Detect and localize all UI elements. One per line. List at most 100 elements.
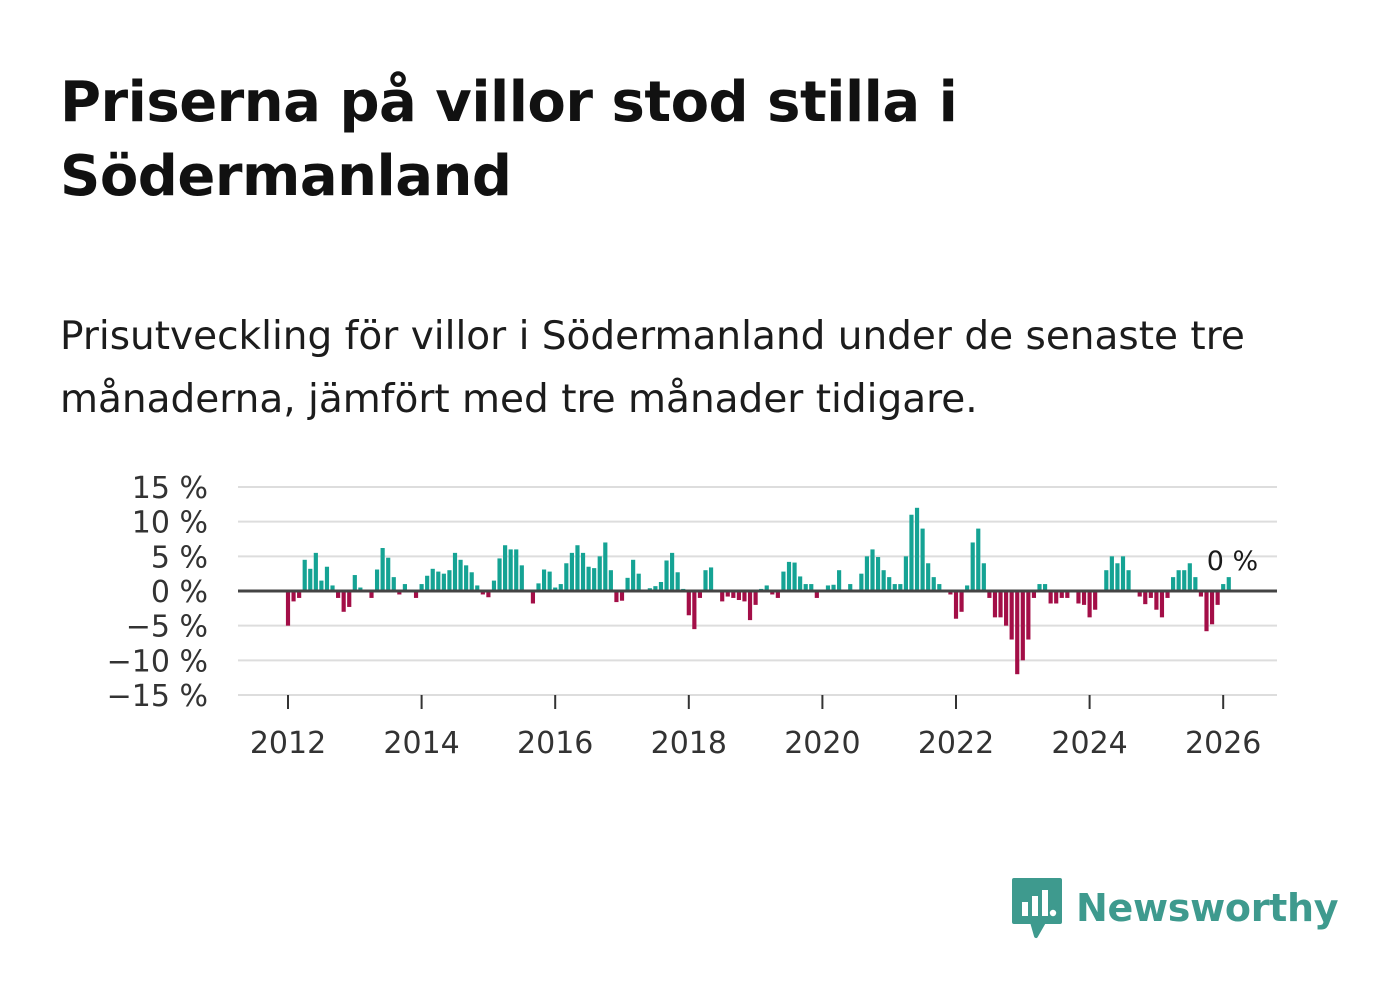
bar bbox=[369, 591, 374, 598]
chart-subtitle: Prisutveckling för villor i Södermanland… bbox=[60, 314, 1245, 422]
bar bbox=[926, 563, 931, 591]
bar bbox=[692, 591, 697, 630]
newsworthy-logo-icon bbox=[1012, 878, 1062, 938]
bar bbox=[324, 566, 330, 591]
bar bbox=[341, 591, 346, 612]
bar bbox=[725, 591, 730, 597]
bar bbox=[1137, 591, 1142, 597]
bar-series bbox=[285, 507, 1231, 675]
bar bbox=[1048, 591, 1053, 604]
bar bbox=[903, 556, 908, 591]
bar bbox=[965, 585, 970, 591]
bar bbox=[519, 565, 524, 591]
bar bbox=[419, 584, 424, 591]
bar bbox=[580, 552, 586, 591]
bar bbox=[508, 549, 513, 591]
bar bbox=[358, 587, 363, 591]
bar bbox=[592, 568, 597, 591]
bar bbox=[775, 591, 780, 598]
bar bbox=[475, 585, 480, 591]
bar bbox=[614, 591, 619, 603]
bar bbox=[1037, 584, 1042, 591]
bar bbox=[1015, 591, 1020, 675]
y-axis-ticks: 15 %10 %5 %0 %−5 %−10 %−15 % bbox=[107, 471, 208, 714]
x-tick-label: 2022 bbox=[918, 726, 994, 761]
bar bbox=[731, 591, 736, 598]
bar bbox=[391, 577, 396, 591]
bar bbox=[503, 545, 508, 591]
bar bbox=[970, 542, 975, 591]
bar bbox=[308, 568, 313, 591]
bar bbox=[1165, 591, 1170, 598]
bar bbox=[686, 591, 691, 616]
bar bbox=[1031, 591, 1037, 598]
bar bbox=[959, 591, 964, 612]
bar bbox=[1182, 570, 1187, 591]
bar bbox=[1104, 570, 1109, 591]
bar bbox=[1042, 584, 1048, 591]
bar bbox=[664, 560, 669, 591]
y-tick-label: 10 % bbox=[132, 506, 208, 541]
bar bbox=[1054, 591, 1059, 604]
bar bbox=[770, 591, 775, 595]
bar bbox=[976, 528, 981, 591]
newsworthy-logo: Newsworthy bbox=[1010, 876, 1339, 940]
bar bbox=[469, 572, 474, 591]
bar bbox=[1209, 591, 1215, 625]
bar bbox=[803, 584, 808, 591]
bar bbox=[1126, 570, 1131, 591]
bar bbox=[898, 584, 903, 591]
bar bbox=[892, 584, 897, 591]
bar bbox=[953, 591, 959, 619]
bar bbox=[541, 569, 547, 591]
bar bbox=[336, 591, 341, 598]
bar bbox=[586, 566, 591, 591]
x-tick-label: 2018 bbox=[651, 726, 727, 761]
bar bbox=[1193, 577, 1198, 591]
bar bbox=[1093, 591, 1098, 610]
bar bbox=[497, 558, 502, 591]
bar bbox=[1187, 563, 1192, 591]
bar bbox=[1004, 591, 1009, 626]
bar bbox=[887, 577, 892, 591]
bar bbox=[330, 585, 335, 591]
bar bbox=[1198, 591, 1204, 597]
bar bbox=[720, 591, 725, 602]
bar bbox=[536, 583, 541, 591]
bar bbox=[937, 584, 942, 591]
y-tick-label: −5 % bbox=[126, 610, 208, 645]
bar bbox=[864, 556, 870, 591]
bar bbox=[653, 586, 658, 591]
y-tick-label: −10 % bbox=[107, 644, 208, 679]
bar bbox=[1087, 591, 1092, 618]
bar bbox=[1059, 591, 1064, 598]
bar bbox=[1081, 591, 1087, 605]
price-change-chart: 15 %10 %5 %0 %−5 %−10 %−15 % 2012 2014 201… bbox=[107, 471, 1277, 761]
chart-title: Priserna på villor stod stilla i Söderma… bbox=[60, 70, 958, 209]
bar bbox=[603, 542, 608, 591]
bar bbox=[703, 570, 708, 591]
bar bbox=[575, 545, 580, 591]
bar bbox=[981, 563, 986, 591]
bar bbox=[558, 584, 563, 591]
bar bbox=[458, 559, 463, 591]
bar bbox=[920, 528, 925, 591]
bar bbox=[397, 591, 402, 595]
bar bbox=[998, 591, 1003, 618]
bar bbox=[1076, 591, 1081, 604]
bar bbox=[447, 570, 452, 591]
bar bbox=[987, 591, 992, 598]
x-tick-label: 2020 bbox=[784, 726, 860, 761]
bar bbox=[430, 568, 435, 591]
bar bbox=[425, 575, 430, 591]
bar bbox=[798, 576, 803, 591]
bar bbox=[386, 557, 391, 591]
bar bbox=[569, 552, 574, 591]
bar bbox=[514, 549, 519, 591]
bar bbox=[1020, 591, 1025, 661]
bar bbox=[814, 591, 819, 598]
x-tick-label: 2016 bbox=[517, 726, 593, 761]
bar bbox=[374, 569, 380, 591]
bar bbox=[631, 559, 636, 591]
x-tick-label: 2012 bbox=[250, 726, 326, 761]
